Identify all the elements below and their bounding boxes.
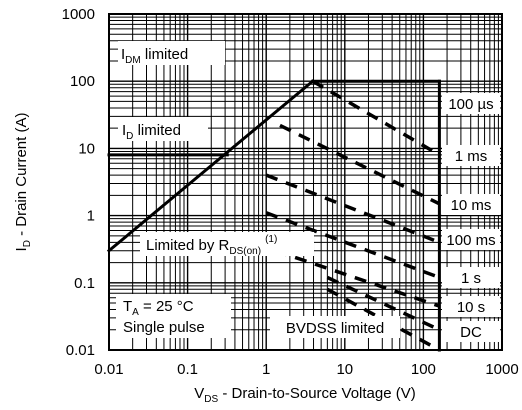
idm-label-box: [118, 41, 225, 65]
pulse-label: 100 µs: [448, 96, 493, 113]
pulse-label-box: [442, 267, 500, 288]
bvdss-limited-label: BVDSS limited: [286, 320, 384, 337]
x-tick-label: 100: [411, 361, 436, 378]
conditions-box: [116, 294, 231, 338]
idm-limited-label: IDM limited: [121, 46, 188, 66]
y-tick-label: 1000: [62, 6, 95, 23]
pulse-label-box: [442, 93, 500, 114]
single-pulse-label: Single pulse: [123, 319, 205, 336]
y-tick-label: 1: [87, 208, 95, 225]
pulse-label: 10 s: [457, 299, 485, 316]
x-tick-label: 0.1: [177, 361, 198, 378]
id-label-box: [118, 117, 208, 141]
pulse-line: [279, 123, 441, 206]
y-tick-label: 0.01: [66, 342, 95, 359]
y-axis-ticks: 0.01 0.1 1 10 100 1000: [62, 6, 95, 359]
pulse-label: 100 ms: [446, 232, 495, 249]
pulse-label-box: [442, 194, 500, 215]
ta-label: TA = 25 °C: [123, 298, 194, 318]
pulse-line: [265, 211, 441, 280]
x-axis-label: VDS - Drain-to-Source Voltage (V): [194, 385, 416, 405]
pulse-label-box: [442, 296, 500, 317]
id-limited-label: ID limited: [122, 122, 181, 142]
pulse-label: 1 ms: [455, 148, 488, 165]
pulse-line: [274, 249, 440, 308]
x-axis-ticks: 0.01 0.1 1 10 100 1000: [94, 361, 518, 378]
pulse-label-box: [442, 321, 500, 342]
y-axis-label: ID - Drain Current (A): [13, 113, 33, 252]
bvdss-label-box: [270, 316, 400, 338]
y-tick-label: 100: [70, 73, 95, 90]
plot-frame: [108, 13, 503, 351]
pulse-line: [311, 79, 441, 157]
pulse-label: 10 ms: [451, 197, 492, 214]
pulse-label: DC: [460, 324, 482, 341]
pulse-label: 1 s: [461, 270, 481, 287]
pulse-line: [265, 173, 441, 244]
boundary-line: [106, 79, 315, 253]
x-tick-label: 10: [336, 361, 353, 378]
rds-label-box: [140, 232, 314, 256]
x-tick-label: 1: [262, 361, 270, 378]
pulse-label-box: [442, 229, 500, 250]
y-tick-label: 0.1: [74, 275, 95, 292]
x-tick-label: 1000: [485, 361, 518, 378]
y-tick-label: 10: [78, 140, 95, 157]
rds-limited-label: Limited by RDS(on)(1): [146, 234, 277, 257]
annotations: IDM limited ID limited Limited by RDS(on)(…: [116, 41, 500, 342]
pulse-label-box: [442, 145, 500, 166]
x-tick-label: 0.01: [94, 361, 123, 378]
